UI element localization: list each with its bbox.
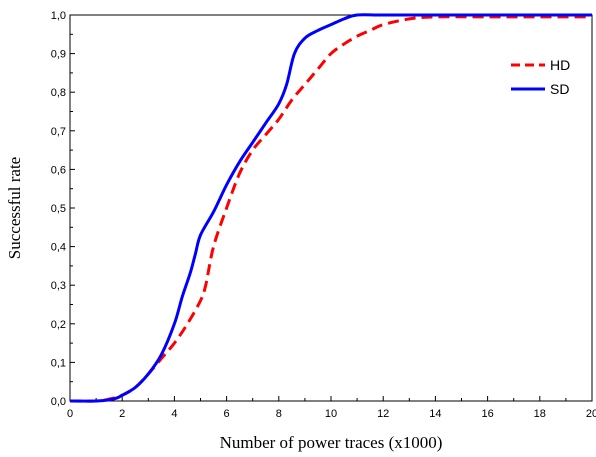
- y-tick-label: 0,9: [51, 49, 66, 61]
- series-line-hd: [69, 15, 592, 403]
- x-axis-ticks: 0 2 4 6 8 10 12 14 16 18 20: [67, 396, 596, 420]
- x-tick-label: 20: [586, 408, 596, 420]
- y-tick-label: 0,5: [51, 203, 66, 215]
- x-tick-label: 0: [67, 408, 73, 420]
- x-tick-label: 4: [171, 408, 177, 420]
- y-tick-label: 0,6: [51, 164, 66, 176]
- y-axis-title: Successful rate: [5, 157, 24, 259]
- x-tick-label: 16: [481, 408, 493, 420]
- x-tick-label: 6: [224, 408, 230, 420]
- x-tick-label: 18: [534, 408, 546, 420]
- legend: HD SD: [511, 57, 570, 97]
- y-tick-label: 0,4: [51, 242, 66, 254]
- series-lines: [69, 13, 592, 403]
- x-tick-label: 14: [429, 408, 441, 420]
- y-tick-label: 0,3: [51, 280, 66, 292]
- y-tick-label: 0,8: [51, 87, 66, 99]
- x-axis-title: Number of power traces (x1000): [220, 433, 443, 452]
- legend-label-sd: SD: [550, 81, 569, 97]
- y-tick-label: 1,0: [51, 10, 66, 22]
- y-tick-label: 0,0: [51, 396, 66, 408]
- y-axis-ticks: 0,0 0,1 0,2 0,3 0,4 0,5 0,6 0,7 0,8 0,9 1,0: [51, 10, 75, 408]
- x-tick-label: 2: [119, 408, 125, 420]
- x-tick-label: 8: [276, 408, 282, 420]
- x-tick-label: 10: [325, 408, 337, 420]
- x-tick-label: 12: [377, 408, 389, 420]
- y-tick-label: 0,1: [51, 357, 66, 369]
- plot-frame: [69, 14, 593, 402]
- legend-label-hd: HD: [550, 57, 570, 73]
- series-line-sd: [69, 13, 592, 403]
- plot-border: [69, 14, 593, 402]
- y-tick-label: 0,7: [51, 126, 66, 138]
- y-tick-label: 0,2: [51, 319, 66, 331]
